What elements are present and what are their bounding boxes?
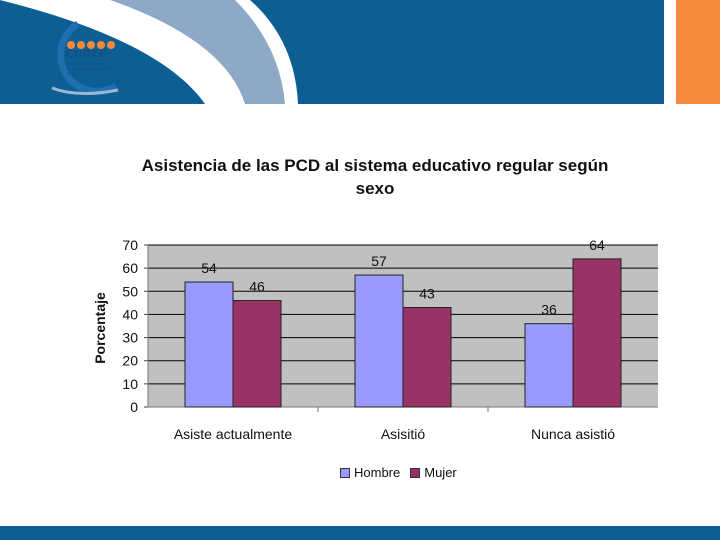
bar-mujer: [402, 306, 452, 408]
chart-legend: Hombre Mujer: [340, 465, 467, 480]
y-axis-label: Porcentaje: [92, 292, 108, 364]
legend-label-hombre: Hombre: [354, 465, 401, 480]
legend-swatch-mujer: [410, 467, 421, 478]
data-label: 43: [419, 285, 435, 301]
data-label: 36: [541, 302, 557, 318]
data-label: 54: [201, 260, 217, 276]
y-tick-label: 30: [122, 330, 138, 346]
logo-subtitle: Consejo Nacional de Rehabilitación y Edu…: [67, 61, 118, 76]
data-label: 46: [249, 279, 265, 295]
y-tick-label: 70: [122, 237, 138, 253]
y-tick-label: 60: [122, 260, 138, 276]
y-tick-label: 50: [122, 283, 138, 299]
data-label: 57: [371, 253, 387, 269]
x-tick-label: Asisitió: [381, 426, 426, 442]
bar-mujer: [232, 300, 282, 408]
x-tick-label: Asiste actualmente: [174, 426, 292, 442]
data-label: 64: [589, 237, 605, 253]
bar-mujer: [572, 258, 622, 408]
legend-item-mujer: Mujer: [410, 465, 457, 480]
x-tick-label: Nunca asistió: [531, 426, 615, 442]
bar-hombre: [524, 323, 574, 408]
accent-tab: [676, 0, 720, 104]
chart-title: Asistencia de las PCD al sistema educati…: [141, 156, 609, 198]
y-tick-label: 0: [130, 399, 138, 415]
bar-hombre: [354, 274, 404, 408]
bar-hombre: [184, 281, 234, 408]
header-swoosh: [0, 0, 298, 104]
cnree-logo-icon: [51, 21, 119, 96]
y-tick-label: 40: [122, 306, 138, 322]
legend-swatch-hombre: [340, 467, 350, 478]
legend-item-hombre: Hombre: [340, 465, 400, 480]
legend-label-mujer: Mujer: [424, 465, 457, 480]
logo-name: CNREE: [66, 48, 108, 60]
y-tick-label: 20: [122, 353, 138, 369]
footer-band: [0, 526, 720, 540]
y-tick-label: 10: [122, 376, 138, 392]
